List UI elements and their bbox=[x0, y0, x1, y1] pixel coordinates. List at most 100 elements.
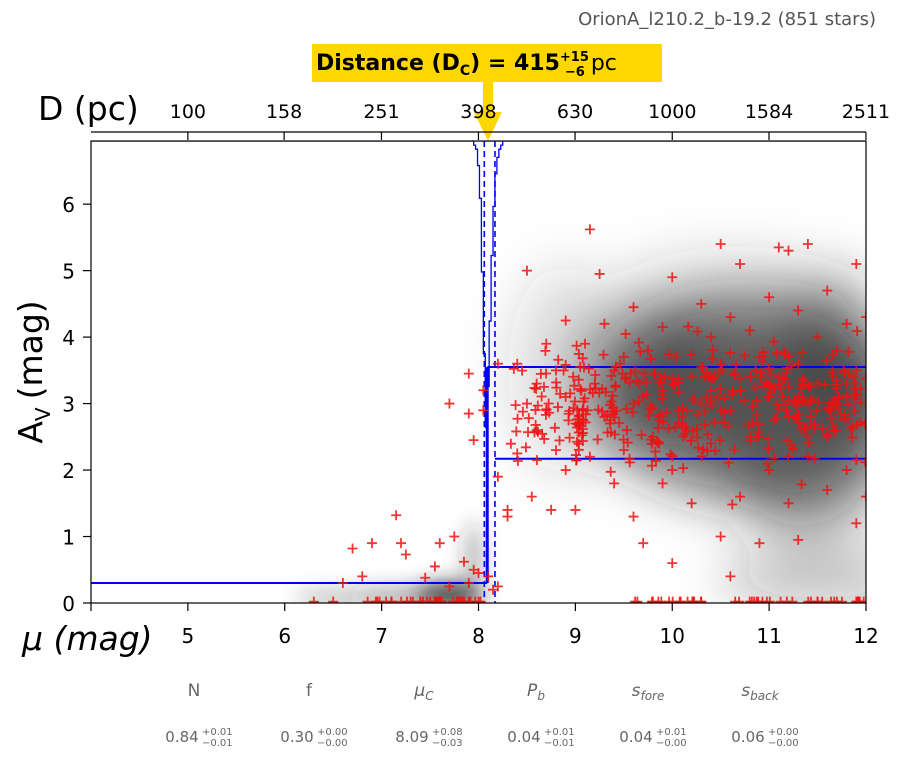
chart-subtitle: OrionA_l210.2_b-19.2 (851 stars) bbox=[578, 9, 876, 30]
star-point bbox=[768, 415, 779, 426]
param-name: sfore bbox=[632, 681, 665, 703]
star-point bbox=[725, 312, 736, 323]
param-value: 0.84 bbox=[165, 728, 198, 746]
star-point bbox=[724, 347, 735, 358]
param-err-plus: +0.01 bbox=[656, 727, 687, 738]
star-point bbox=[630, 366, 641, 377]
star-point bbox=[714, 435, 725, 446]
star-point bbox=[463, 368, 474, 379]
star-point bbox=[434, 538, 445, 549]
param-value: 8.09 bbox=[395, 728, 428, 746]
star-point bbox=[645, 404, 656, 415]
star-point bbox=[618, 434, 629, 445]
star-point bbox=[861, 418, 866, 429]
star-point bbox=[646, 434, 657, 445]
star-point bbox=[538, 381, 549, 392]
star-point bbox=[429, 561, 440, 572]
star-point bbox=[492, 471, 503, 482]
star-point bbox=[783, 452, 794, 463]
star-point bbox=[762, 391, 773, 402]
star-point bbox=[783, 351, 794, 362]
star-point bbox=[347, 543, 358, 554]
star-point bbox=[517, 365, 528, 376]
star-point bbox=[400, 549, 411, 560]
star-point bbox=[696, 398, 707, 409]
star-point bbox=[764, 465, 775, 476]
star-point bbox=[543, 398, 554, 409]
star-point bbox=[541, 338, 552, 349]
star-point bbox=[633, 337, 644, 348]
star-point bbox=[729, 444, 740, 455]
star-point bbox=[812, 332, 823, 343]
star-point bbox=[636, 429, 647, 440]
star-point bbox=[771, 413, 782, 424]
star-point bbox=[649, 368, 660, 379]
star-point bbox=[832, 402, 843, 413]
star-point bbox=[686, 371, 697, 382]
x-tick-label: 11 bbox=[756, 624, 781, 648]
star-point bbox=[745, 435, 756, 446]
star-point bbox=[822, 429, 833, 440]
star-point bbox=[762, 458, 773, 469]
star-point bbox=[606, 396, 617, 407]
star-point bbox=[796, 479, 807, 490]
star-point bbox=[638, 538, 649, 549]
star-point bbox=[707, 353, 718, 364]
star-point bbox=[551, 445, 561, 456]
star-point bbox=[715, 531, 726, 542]
star-point bbox=[530, 419, 541, 430]
param-err-plus: +0.00 bbox=[317, 727, 348, 738]
star-point bbox=[657, 322, 668, 333]
star-point bbox=[828, 420, 839, 431]
star-point bbox=[706, 385, 717, 396]
star-point bbox=[670, 422, 681, 433]
star-point bbox=[764, 363, 775, 374]
star-point bbox=[702, 429, 713, 440]
param-err-minus: −0.03 bbox=[432, 738, 463, 749]
star-point bbox=[614, 417, 625, 428]
star-point bbox=[850, 394, 861, 405]
x-tick-label: 8 bbox=[472, 624, 485, 648]
star-point bbox=[546, 504, 557, 515]
star-point bbox=[827, 366, 838, 377]
star-point bbox=[752, 395, 763, 406]
star-point bbox=[573, 348, 584, 359]
star-point bbox=[463, 578, 474, 589]
star-point bbox=[670, 352, 681, 363]
star-point bbox=[585, 384, 596, 395]
star-point bbox=[618, 352, 629, 363]
param-value: 0.30 bbox=[280, 728, 313, 746]
top-tick-label: 158 bbox=[266, 101, 302, 123]
star-point bbox=[583, 363, 594, 374]
star-point bbox=[663, 423, 674, 434]
star-point bbox=[605, 415, 616, 426]
star-point bbox=[656, 377, 667, 388]
density-blob bbox=[720, 553, 866, 600]
star-point bbox=[811, 405, 822, 416]
star-point bbox=[719, 407, 730, 418]
star-point bbox=[536, 391, 547, 402]
star-point bbox=[539, 433, 550, 444]
star-point bbox=[576, 430, 587, 441]
star-point bbox=[725, 571, 736, 582]
star-point bbox=[610, 380, 621, 391]
param-err-plus: +0.00 bbox=[768, 727, 799, 738]
star-point bbox=[841, 465, 852, 476]
star-point bbox=[805, 395, 816, 406]
banner-symbol-sub: C bbox=[460, 63, 470, 79]
star-point bbox=[762, 433, 773, 444]
star-point bbox=[628, 302, 639, 313]
star-point bbox=[605, 466, 616, 477]
star-point bbox=[812, 378, 823, 389]
star-point bbox=[667, 272, 678, 283]
star-point bbox=[775, 596, 786, 603]
star-point bbox=[574, 417, 585, 428]
star-point bbox=[793, 408, 804, 419]
star-point bbox=[686, 349, 697, 360]
star-point bbox=[836, 596, 847, 603]
star-point bbox=[747, 401, 758, 412]
star-point bbox=[594, 268, 605, 279]
star-point bbox=[763, 443, 774, 454]
star-point bbox=[632, 596, 643, 603]
